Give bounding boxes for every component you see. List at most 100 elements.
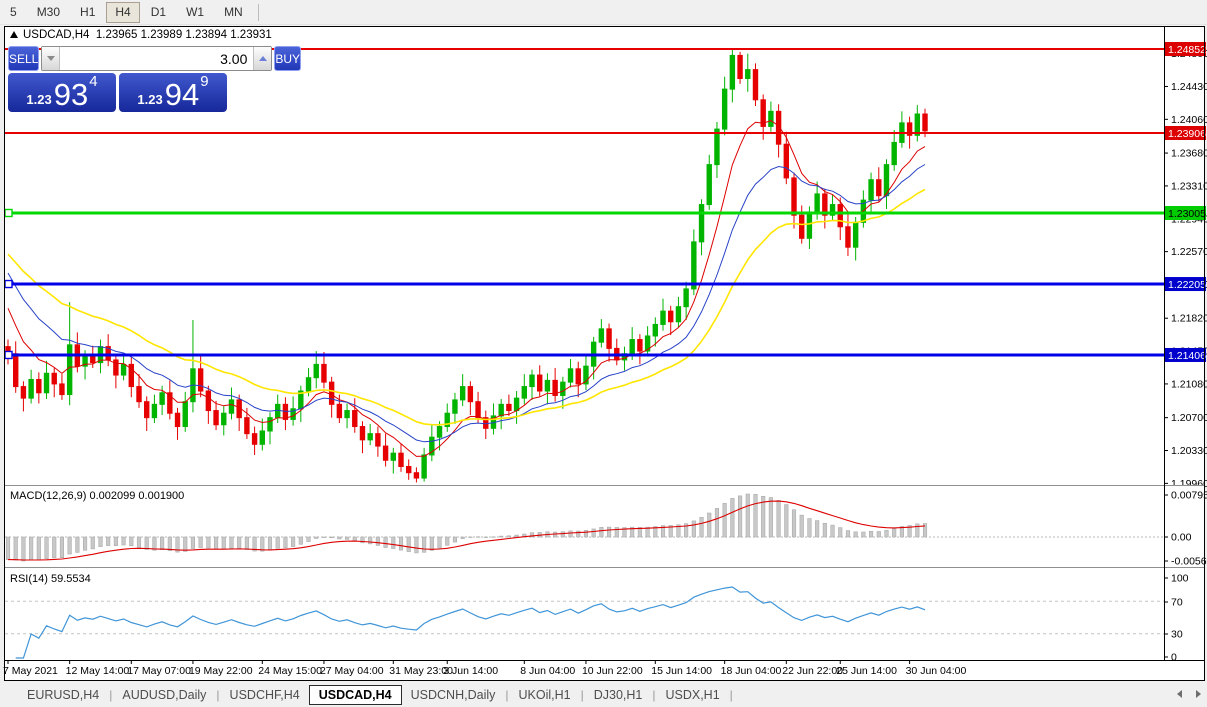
buy-price-display[interactable]: 1.23 94 9 bbox=[119, 73, 227, 112]
timeframe-toolbar: 5 M30 H1 H4 D1 W1 MN bbox=[0, 0, 1207, 25]
ohlc-close: 1.23931 bbox=[230, 29, 272, 41]
chart-tabs-bar: EURUSD,H4 | AUDUSD,Daily | USDCHF,H4 USDCAD,H… bbox=[0, 682, 1207, 707]
chart-symbol: USDCAD,H4 bbox=[23, 29, 90, 41]
svg-text:1.23680: 1.23680 bbox=[1171, 148, 1207, 160]
ohlc-high: 1.23989 bbox=[140, 29, 183, 41]
macd-pane: 0.007959 0.00 -0.00566 bbox=[5, 490, 1207, 568]
svg-text:1.23310: 1.23310 bbox=[1171, 180, 1207, 192]
ma-medium-line bbox=[7, 164, 926, 443]
tab-separator: | bbox=[109, 687, 113, 702]
svg-text:100: 100 bbox=[1171, 573, 1189, 585]
price-badge bbox=[1165, 277, 1206, 292]
ohlc-low: 1.23894 bbox=[185, 29, 227, 41]
svg-text:7 May 2021: 7 May 2021 bbox=[3, 665, 58, 677]
timeframe-button-MN[interactable]: MN bbox=[215, 2, 252, 23]
svg-text:1.23906: 1.23906 bbox=[1168, 128, 1206, 140]
svg-text:31 May 23:00: 31 May 23:00 bbox=[389, 665, 453, 677]
timeframe-button-D1[interactable]: D1 bbox=[142, 2, 175, 23]
chart-title: USDCAD,H4 1.23965 1.23989 1.23894 1.2393… bbox=[10, 29, 272, 41]
svg-text:12 May 14:00: 12 May 14:00 bbox=[66, 665, 130, 677]
timeframe-button-H1[interactable]: H1 bbox=[71, 2, 104, 23]
svg-text:1.21080: 1.21080 bbox=[1171, 378, 1207, 390]
chart-tab-usdcad-h4[interactable]: USDCAD,H4 bbox=[308, 684, 402, 705]
svg-text:22 Jun 22:00: 22 Jun 22:00 bbox=[782, 665, 843, 677]
rsi-line bbox=[15, 586, 926, 659]
horizontal-lines-layer[interactable]: 1.24852 1.23906 1.23005 1.22205 1.21406 bbox=[4, 42, 1206, 362]
svg-text:25 Jun 14:00: 25 Jun 14:00 bbox=[836, 665, 897, 677]
svg-text:1.22570: 1.22570 bbox=[1171, 246, 1207, 258]
chart-tab-eurusd-h4[interactable]: EURUSD,H4 bbox=[27, 687, 100, 702]
line-anchor-handle[interactable] bbox=[4, 279, 13, 289]
macd-signal-line bbox=[7, 500, 926, 561]
svg-text:1.24060: 1.24060 bbox=[1171, 114, 1207, 126]
tab-separator: | bbox=[652, 687, 656, 702]
volume-decrease-button[interactable] bbox=[42, 47, 61, 70]
macd-indicator-label: MACD(12,26,9) 0.002099 0.001900 bbox=[10, 490, 185, 502]
svg-text:8 Jun 04:00: 8 Jun 04:00 bbox=[520, 665, 575, 677]
timeframe-button-M30[interactable]: M30 bbox=[28, 2, 69, 23]
svg-text:15 Jun 14:00: 15 Jun 14:00 bbox=[651, 665, 712, 677]
tab-separator: | bbox=[729, 687, 733, 702]
svg-text:0.007959: 0.007959 bbox=[1171, 490, 1207, 502]
ohlc-open: 1.23965 bbox=[95, 29, 138, 41]
svg-text:1.21406: 1.21406 bbox=[1168, 350, 1206, 362]
tabs-scroll-right-icon[interactable] bbox=[1196, 690, 1201, 698]
buy-button[interactable]: BUY bbox=[274, 46, 302, 71]
svg-text:1.24430: 1.24430 bbox=[1171, 81, 1207, 93]
svg-text:1.19960: 1.19960 bbox=[1171, 478, 1207, 490]
svg-text:-0.00566: -0.00566 bbox=[1171, 556, 1207, 568]
symbol-triangle-icon bbox=[10, 31, 18, 38]
price-badge bbox=[1165, 126, 1206, 140]
svg-text:1.22205: 1.22205 bbox=[1168, 279, 1206, 291]
ma-slow-line bbox=[7, 188, 926, 426]
volume-increase-button[interactable] bbox=[253, 47, 272, 70]
svg-text:1.23005: 1.23005 bbox=[1168, 208, 1206, 220]
volume-control bbox=[41, 46, 273, 71]
sell-price-base: 1.23 bbox=[26, 92, 52, 107]
arrow-down-icon bbox=[46, 56, 55, 61]
svg-text:27 May 04:00: 27 May 04:00 bbox=[320, 665, 384, 677]
chart-tab-dj30-h1[interactable]: DJ30,H1 bbox=[593, 687, 643, 702]
timeframe-button-5[interactable]: 5 bbox=[1, 2, 26, 23]
moving-averages-layer bbox=[7, 120, 926, 457]
chart-tab-audusd-daily[interactable]: AUDUSD,Daily bbox=[122, 687, 207, 702]
svg-text:3 Jun 14:00: 3 Jun 14:00 bbox=[443, 665, 498, 677]
svg-text:1.20330: 1.20330 bbox=[1171, 445, 1207, 457]
chart-tab-usdx-h1[interactable]: USDX,H1 bbox=[665, 687, 720, 702]
volume-input[interactable] bbox=[60, 47, 254, 70]
price-badge bbox=[1165, 42, 1206, 57]
ma-fast-line bbox=[7, 120, 926, 457]
buy-price-base: 1.23 bbox=[137, 92, 163, 107]
price-badge bbox=[1165, 205, 1206, 220]
tabs-scroll-left-icon[interactable] bbox=[1177, 690, 1182, 698]
chart-tab-usdchf-h4[interactable]: USDCHF,H4 bbox=[229, 687, 300, 702]
svg-text:1.21820: 1.21820 bbox=[1171, 313, 1207, 325]
svg-text:1.20700: 1.20700 bbox=[1171, 412, 1207, 424]
svg-text:30 Jun 04:00: 30 Jun 04:00 bbox=[906, 665, 967, 677]
rsi-indicator-label: RSI(14) 59.5534 bbox=[10, 573, 91, 585]
rsi-pane: 100 70 30 0 bbox=[5, 573, 1189, 664]
timeframe-button-W1[interactable]: W1 bbox=[177, 2, 213, 23]
svg-text:10 Jun 22:00: 10 Jun 22:00 bbox=[582, 665, 643, 677]
svg-text:1.24852: 1.24852 bbox=[1168, 44, 1206, 56]
buy-price-main: 94 bbox=[164, 77, 200, 112]
sell-price-main: 93 bbox=[53, 77, 89, 112]
svg-text:17 May 07:00: 17 May 07:00 bbox=[127, 665, 191, 677]
tab-separator: | bbox=[216, 687, 220, 702]
buy-price-pip: 9 bbox=[200, 73, 209, 90]
sell-price-display[interactable]: 1.23 93 4 bbox=[8, 73, 116, 112]
sell-button[interactable]: SELL bbox=[8, 46, 40, 71]
tab-separator: | bbox=[505, 687, 509, 702]
svg-text:19 May 22:00: 19 May 22:00 bbox=[189, 665, 253, 677]
chart-tab-usdcnh-daily[interactable]: USDCNH,Daily bbox=[410, 687, 496, 702]
chart-tab-ukoil-h1[interactable]: UKOil,H1 bbox=[518, 687, 571, 702]
svg-text:30: 30 bbox=[1171, 629, 1183, 641]
line-anchor-handle[interactable] bbox=[4, 350, 13, 360]
svg-text:24 May 15:00: 24 May 15:00 bbox=[258, 665, 322, 677]
timeframe-button-H4[interactable]: H4 bbox=[106, 1, 140, 23]
line-anchor-handle[interactable] bbox=[4, 208, 13, 218]
